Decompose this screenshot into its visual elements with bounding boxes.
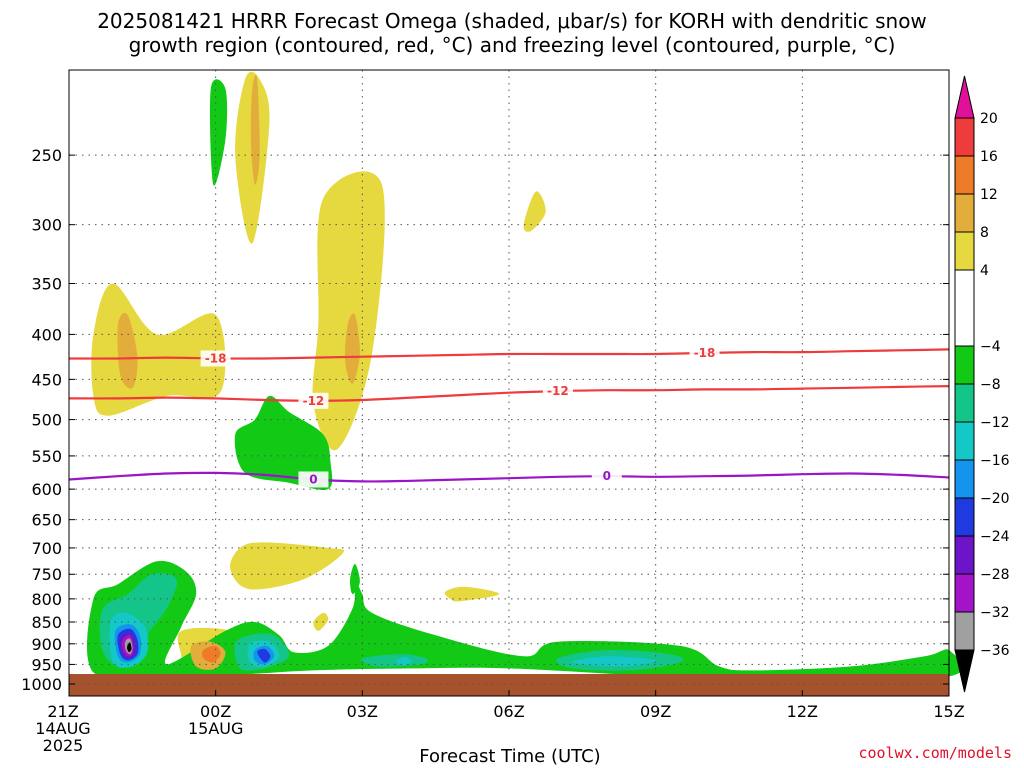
contour-label-bg-0-1 [689,345,720,362]
region-green-mid [234,395,333,490]
region-gold-top [250,74,260,185]
omega-colorbar: 20 16 12 8 4 −4 −8 −12 −16 −20 −24 −28 −32 −36 [954,75,1010,693]
colorbar-segment-12 [954,573,975,613]
omega-shading [86,71,963,681]
temperature-contours: -18 -18 -12 -12 0 0 [68,345,950,488]
pressure-axis: 250 300 350 400 450 500 550 600 650 700 750 800 850 9… [21,146,949,694]
region-green-lower-band [86,560,963,681]
contour-label-bg-2-0 [298,471,329,488]
region-gold-center-400 [344,313,360,384]
x-tick-label-0-0: 21Z [47,702,78,721]
region-yellow-780 [444,586,500,602]
colorbar-label-4: 4 [980,263,989,279]
colorbar-label--16: −16 [980,453,1010,469]
x-tick-label-0-2: 2025 [43,736,84,755]
colorbar-bottom-arrow [954,649,975,693]
colorbar-label--32: −32 [980,605,1010,621]
region-darkblue-low-mid [257,648,271,663]
colorbar-segment-6 [954,345,975,385]
x-tick-label-3-0: 00Z [200,702,231,721]
region-yellow-700 [230,542,345,590]
colorbar-segment-10 [954,497,975,537]
y-tick-label-500: 500 [31,411,62,430]
colorbar-segment-9 [954,459,975,499]
chart-title-line1: 2025081421 HRRR Forecast Omega (shaded, … [97,9,927,33]
x-tick-label-18-0: 15Z [933,702,964,721]
x-tick-label-9-0: 06Z [493,702,524,721]
region-early-green-upper [209,79,228,186]
contour-label-0-0: -18 [205,351,227,365]
region-green-tiny-730 [350,563,360,595]
y-tick-label-950: 950 [31,655,62,674]
y-tick-label-750: 750 [31,565,62,584]
y-tick-label-550: 550 [31,447,62,466]
contour-label-1-0: -12 [303,394,325,408]
site-credit: coolwx.com/models [858,744,1012,762]
colorbar-segment-13 [954,611,975,651]
ground-layer [69,674,949,696]
x-tick-label-0-1: 14AUG [35,719,90,738]
chart-title-line2: growth region (contoured, red, °C) and f… [129,33,896,57]
region-cyan-06z [396,657,412,666]
x-tick-label-12-0: 09Z [640,702,671,721]
colorbar-segment-7 [954,383,975,423]
y-tick-label-800: 800 [31,590,62,609]
contour-line-2 [68,471,950,483]
contour-label-1-1: -12 [547,384,569,398]
y-tick-label-300: 300 [31,216,62,235]
colorbar-label--20: −20 [980,491,1010,507]
colorbar-label--12: −12 [980,415,1010,431]
x-tick-label-15-0: 12Z [787,702,818,721]
contour-label-bg-1-0 [298,392,329,409]
colorbar-segment-3 [954,193,975,233]
colorbar-segment-5 [954,269,975,347]
region-cyan-12z [572,656,656,667]
y-tick-label-700: 700 [31,539,62,558]
y-tick-label-650: 650 [31,511,62,530]
y-tick-label-850: 850 [31,613,62,632]
colorbar-label--4: −4 [980,339,1001,355]
colorbar-label--24: −24 [980,529,1010,545]
colorbar-segment-1 [954,117,975,157]
region-yellow-840 [313,612,329,631]
colorbar-label-20: 20 [980,111,998,127]
colorbar-segment-11 [954,535,975,575]
x-tick-label-3-1: 15AUG [188,719,243,738]
colorbar-label-8: 8 [980,225,989,241]
colorbar-label--8: −8 [980,377,1001,393]
contour-line-1 [68,385,950,402]
colorbar-segment-2 [954,155,975,195]
y-tick-label-400: 400 [31,325,62,344]
ground-fill [69,674,949,696]
contour-label-0-1: -18 [694,346,716,360]
x-tick-label-6-0: 03Z [347,702,378,721]
region-yellow-small-09z [523,191,546,232]
x-axis-title: Forecast Time (UTC) [419,746,600,767]
contour-label-2-0: 0 [309,472,317,486]
y-tick-label-250: 250 [31,146,62,165]
colorbar-segment-8 [954,421,975,461]
y-tick-label-600: 600 [31,480,62,499]
y-tick-label-350: 350 [31,274,62,293]
plot-area: -18 -18 -12 -12 0 0 [68,69,963,697]
contour-label-bg-0-0 [200,350,231,367]
colorbar-label--36: −36 [980,643,1010,659]
colorbar-top-arrow [954,75,975,119]
region-yellow-center [312,171,385,451]
y-tick-label-1000: 1000 [21,675,62,694]
colorbar-label--28: −28 [980,567,1010,583]
region-black-low [127,642,132,653]
colorbar-label-12: 12 [980,187,998,203]
contour-label-2-1: 0 [603,469,611,483]
y-tick-label-450: 450 [31,370,62,389]
region-gold-left-400 [117,312,138,389]
contour-label-bg-2-1 [591,468,622,485]
colorbar-label-16: 16 [980,149,998,165]
y-tick-label-900: 900 [31,635,62,654]
region-teal-band-06z [361,654,428,667]
contour-label-bg-1-1 [542,383,573,400]
colorbar-segment-4 [954,231,975,271]
